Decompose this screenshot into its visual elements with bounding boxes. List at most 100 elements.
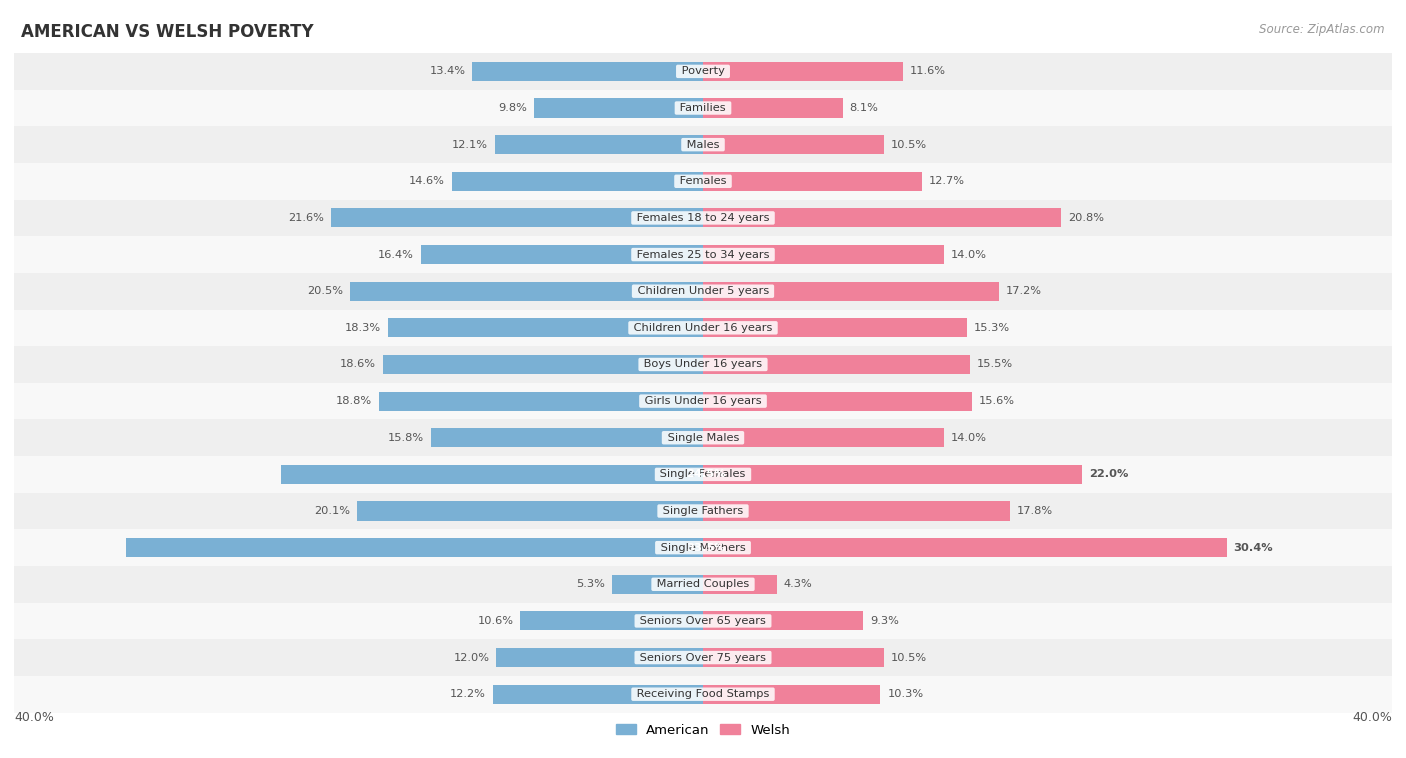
Bar xyxy=(495,135,703,154)
Bar xyxy=(703,502,1010,521)
Text: 8.1%: 8.1% xyxy=(849,103,879,113)
Bar xyxy=(14,309,1392,346)
Text: 21.6%: 21.6% xyxy=(288,213,323,223)
Bar xyxy=(520,612,703,631)
Bar xyxy=(703,684,880,703)
Bar xyxy=(703,575,778,594)
Text: 30.4%: 30.4% xyxy=(1233,543,1272,553)
Text: 20.1%: 20.1% xyxy=(314,506,350,516)
Bar xyxy=(281,465,703,484)
Bar xyxy=(14,127,1392,163)
Text: 20.8%: 20.8% xyxy=(1069,213,1104,223)
Text: 12.1%: 12.1% xyxy=(451,139,488,149)
Bar xyxy=(14,89,1392,127)
Bar xyxy=(703,62,903,81)
Text: 15.6%: 15.6% xyxy=(979,396,1015,406)
Text: 15.3%: 15.3% xyxy=(973,323,1010,333)
Bar xyxy=(703,208,1062,227)
Text: Poverty: Poverty xyxy=(678,67,728,77)
Text: Children Under 5 years: Children Under 5 years xyxy=(634,287,772,296)
Text: Single Females: Single Females xyxy=(657,469,749,479)
Text: Source: ZipAtlas.com: Source: ZipAtlas.com xyxy=(1260,23,1385,36)
Text: AMERICAN VS WELSH POVERTY: AMERICAN VS WELSH POVERTY xyxy=(21,23,314,41)
Text: 9.8%: 9.8% xyxy=(499,103,527,113)
Text: 9.3%: 9.3% xyxy=(870,616,898,626)
Text: 4.3%: 4.3% xyxy=(785,579,813,589)
Bar xyxy=(703,99,842,117)
Text: 5.3%: 5.3% xyxy=(576,579,605,589)
Bar xyxy=(330,208,703,227)
Bar xyxy=(496,648,703,667)
Bar xyxy=(14,639,1392,676)
Text: 15.8%: 15.8% xyxy=(388,433,425,443)
Bar xyxy=(382,355,703,374)
Text: 14.6%: 14.6% xyxy=(409,177,444,186)
Bar xyxy=(703,355,970,374)
Bar xyxy=(14,236,1392,273)
Bar xyxy=(703,318,966,337)
Text: Boys Under 16 years: Boys Under 16 years xyxy=(640,359,766,369)
Bar xyxy=(14,456,1392,493)
Bar xyxy=(14,383,1392,419)
Text: 10.5%: 10.5% xyxy=(891,139,927,149)
Bar xyxy=(14,603,1392,639)
Bar xyxy=(451,172,703,191)
Bar xyxy=(14,676,1392,713)
Text: Seniors Over 65 years: Seniors Over 65 years xyxy=(637,616,769,626)
Bar xyxy=(14,529,1392,566)
Text: 10.3%: 10.3% xyxy=(887,689,924,699)
Bar xyxy=(703,245,945,264)
Bar xyxy=(534,99,703,117)
Text: 14.0%: 14.0% xyxy=(950,249,987,259)
Text: Girls Under 16 years: Girls Under 16 years xyxy=(641,396,765,406)
Legend: American, Welsh: American, Welsh xyxy=(610,719,796,742)
Bar xyxy=(703,428,945,447)
Bar xyxy=(14,419,1392,456)
Text: Children Under 16 years: Children Under 16 years xyxy=(630,323,776,333)
Bar xyxy=(420,245,703,264)
Bar xyxy=(703,612,863,631)
Text: 18.3%: 18.3% xyxy=(344,323,381,333)
Text: Females 25 to 34 years: Females 25 to 34 years xyxy=(633,249,773,259)
Text: 17.8%: 17.8% xyxy=(1017,506,1053,516)
Bar xyxy=(14,566,1392,603)
Text: 14.0%: 14.0% xyxy=(950,433,987,443)
Text: 12.0%: 12.0% xyxy=(453,653,489,662)
Text: 12.7%: 12.7% xyxy=(928,177,965,186)
Text: 15.5%: 15.5% xyxy=(977,359,1012,369)
Bar xyxy=(388,318,703,337)
Text: Families: Families xyxy=(676,103,730,113)
Bar xyxy=(14,273,1392,309)
Bar xyxy=(703,135,884,154)
Bar xyxy=(357,502,703,521)
Bar xyxy=(703,392,972,411)
Bar xyxy=(703,538,1226,557)
Text: 33.5%: 33.5% xyxy=(686,543,725,553)
Text: 17.2%: 17.2% xyxy=(1007,287,1042,296)
Bar xyxy=(380,392,703,411)
Text: 22.0%: 22.0% xyxy=(1088,469,1128,479)
Text: Males: Males xyxy=(683,139,723,149)
Bar xyxy=(430,428,703,447)
Bar xyxy=(612,575,703,594)
Bar xyxy=(703,282,1000,301)
Bar xyxy=(703,648,884,667)
Text: 24.5%: 24.5% xyxy=(686,469,725,479)
Text: 11.6%: 11.6% xyxy=(910,67,946,77)
Text: 13.4%: 13.4% xyxy=(429,67,465,77)
Bar xyxy=(14,493,1392,529)
Text: Single Mothers: Single Mothers xyxy=(657,543,749,553)
Text: Single Fathers: Single Fathers xyxy=(659,506,747,516)
Text: Single Males: Single Males xyxy=(664,433,742,443)
Text: 12.2%: 12.2% xyxy=(450,689,486,699)
Bar xyxy=(472,62,703,81)
Text: 18.6%: 18.6% xyxy=(340,359,375,369)
Text: 10.5%: 10.5% xyxy=(891,653,927,662)
Text: 10.6%: 10.6% xyxy=(478,616,513,626)
Text: Receiving Food Stamps: Receiving Food Stamps xyxy=(633,689,773,699)
Text: 40.0%: 40.0% xyxy=(1353,710,1392,724)
Bar xyxy=(703,172,922,191)
Text: Married Couples: Married Couples xyxy=(652,579,754,589)
Text: 40.0%: 40.0% xyxy=(14,710,53,724)
Bar xyxy=(14,53,1392,89)
